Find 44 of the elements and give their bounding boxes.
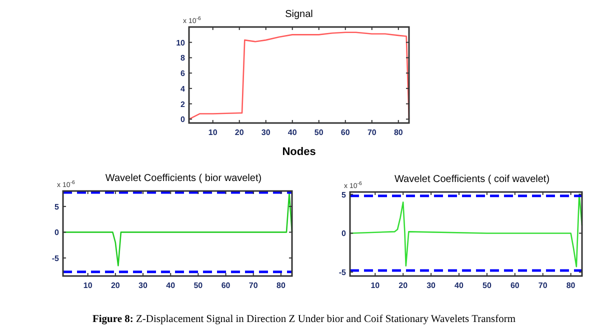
x-tick-label: 70 [538, 281, 548, 290]
x-tick-label: 20 [398, 281, 408, 290]
x-tick-label: 50 [314, 128, 324, 137]
chart-title: Wavelet Coefficients ( coif wavelet) [394, 174, 550, 185]
x-tick-label: 70 [367, 128, 377, 137]
line-series [188, 32, 410, 120]
x-tick-label: 40 [288, 128, 298, 137]
x-tick-label: 10 [370, 281, 380, 290]
x-tick-label: 20 [234, 128, 244, 137]
y-tick-label: 10 [176, 38, 186, 48]
y-tick-label: -5 [338, 268, 347, 278]
y-tick-label: 0 [180, 115, 186, 124]
x-tick-label: 40 [166, 281, 176, 290]
y-tick-label: 0 [54, 228, 60, 238]
x-tick-label: 50 [482, 281, 492, 290]
x-tick-label: 70 [248, 281, 258, 290]
x-tick-label: 40 [454, 281, 464, 290]
line-series [349, 194, 583, 268]
y-tick-label: 5 [54, 202, 60, 212]
chart-title: Wavelet Coefficients ( bior wavelet) [105, 173, 262, 184]
y-tick-label: 0 [342, 229, 347, 238]
x-tick-label: 60 [510, 281, 520, 290]
x-tick-label: 20 [110, 281, 120, 290]
caption: Figure 8: Z-Displacement Signal in Direction Z Under bior and Coif Stationary Wavelets Transform [92, 314, 516, 325]
x-tick-label: 60 [340, 128, 350, 137]
x-tick-label: 30 [261, 128, 271, 137]
x-tick-label: 80 [394, 128, 404, 137]
line-series [62, 192, 293, 266]
y-tick-label: 5 [342, 190, 347, 200]
y-tick-label: 2 [180, 100, 186, 109]
x-tick-label: 30 [138, 281, 148, 290]
x-tick-label: 30 [426, 281, 436, 290]
y-tick-label: 8 [180, 54, 186, 63]
x-tick-label: 10 [208, 128, 218, 137]
x-tick-label: 80 [276, 281, 286, 290]
chart-title: Signal [285, 9, 313, 20]
x-tick-label: 60 [221, 281, 231, 290]
x-tick-label: 10 [83, 281, 93, 290]
x-axis-title: Nodes [282, 146, 316, 158]
y-tick-label: 4 [180, 84, 186, 94]
x-tick-label: 80 [566, 281, 576, 290]
x-tick-label: 50 [194, 281, 204, 290]
y-tick-label: -5 [52, 254, 60, 263]
y-tick-label: 6 [180, 69, 186, 78]
